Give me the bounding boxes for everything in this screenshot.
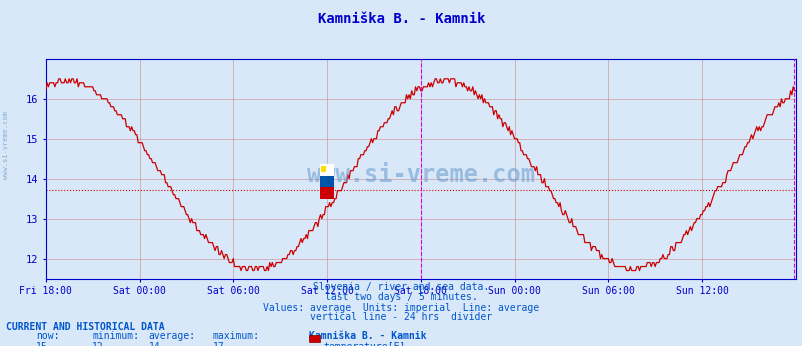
Text: Slovenia / river and sea data.: Slovenia / river and sea data.: [313, 282, 489, 292]
Text: www.si-vreme.com: www.si-vreme.com: [3, 111, 10, 179]
Text: CURRENT AND HISTORICAL DATA: CURRENT AND HISTORICAL DATA: [6, 322, 165, 333]
Text: Kamniška B. - Kamnik: Kamniška B. - Kamnik: [318, 12, 484, 26]
Text: temperature[F]: temperature[F]: [323, 342, 405, 346]
Text: last two days / 5 minutes.: last two days / 5 minutes.: [325, 292, 477, 302]
Text: maximum:: maximum:: [213, 331, 260, 342]
Text: 17: 17: [213, 342, 225, 346]
Text: www.si-vreme.com: www.si-vreme.com: [306, 163, 534, 187]
Text: minimum:: minimum:: [92, 331, 140, 342]
Text: vertical line - 24 hrs  divider: vertical line - 24 hrs divider: [310, 312, 492, 322]
Text: 15: 15: [36, 342, 48, 346]
Text: average:: average:: [148, 331, 196, 342]
Text: Kamniška B. - Kamnik: Kamniška B. - Kamnik: [309, 331, 426, 342]
Bar: [319, 164, 334, 175]
Bar: [319, 175, 334, 187]
Bar: [320, 166, 326, 172]
Text: Values: average  Units: imperial  Line: average: Values: average Units: imperial Line: av…: [263, 303, 539, 313]
Text: now:: now:: [36, 331, 59, 342]
Bar: [319, 187, 334, 199]
Text: 12: 12: [92, 342, 104, 346]
Text: 14: 14: [148, 342, 160, 346]
